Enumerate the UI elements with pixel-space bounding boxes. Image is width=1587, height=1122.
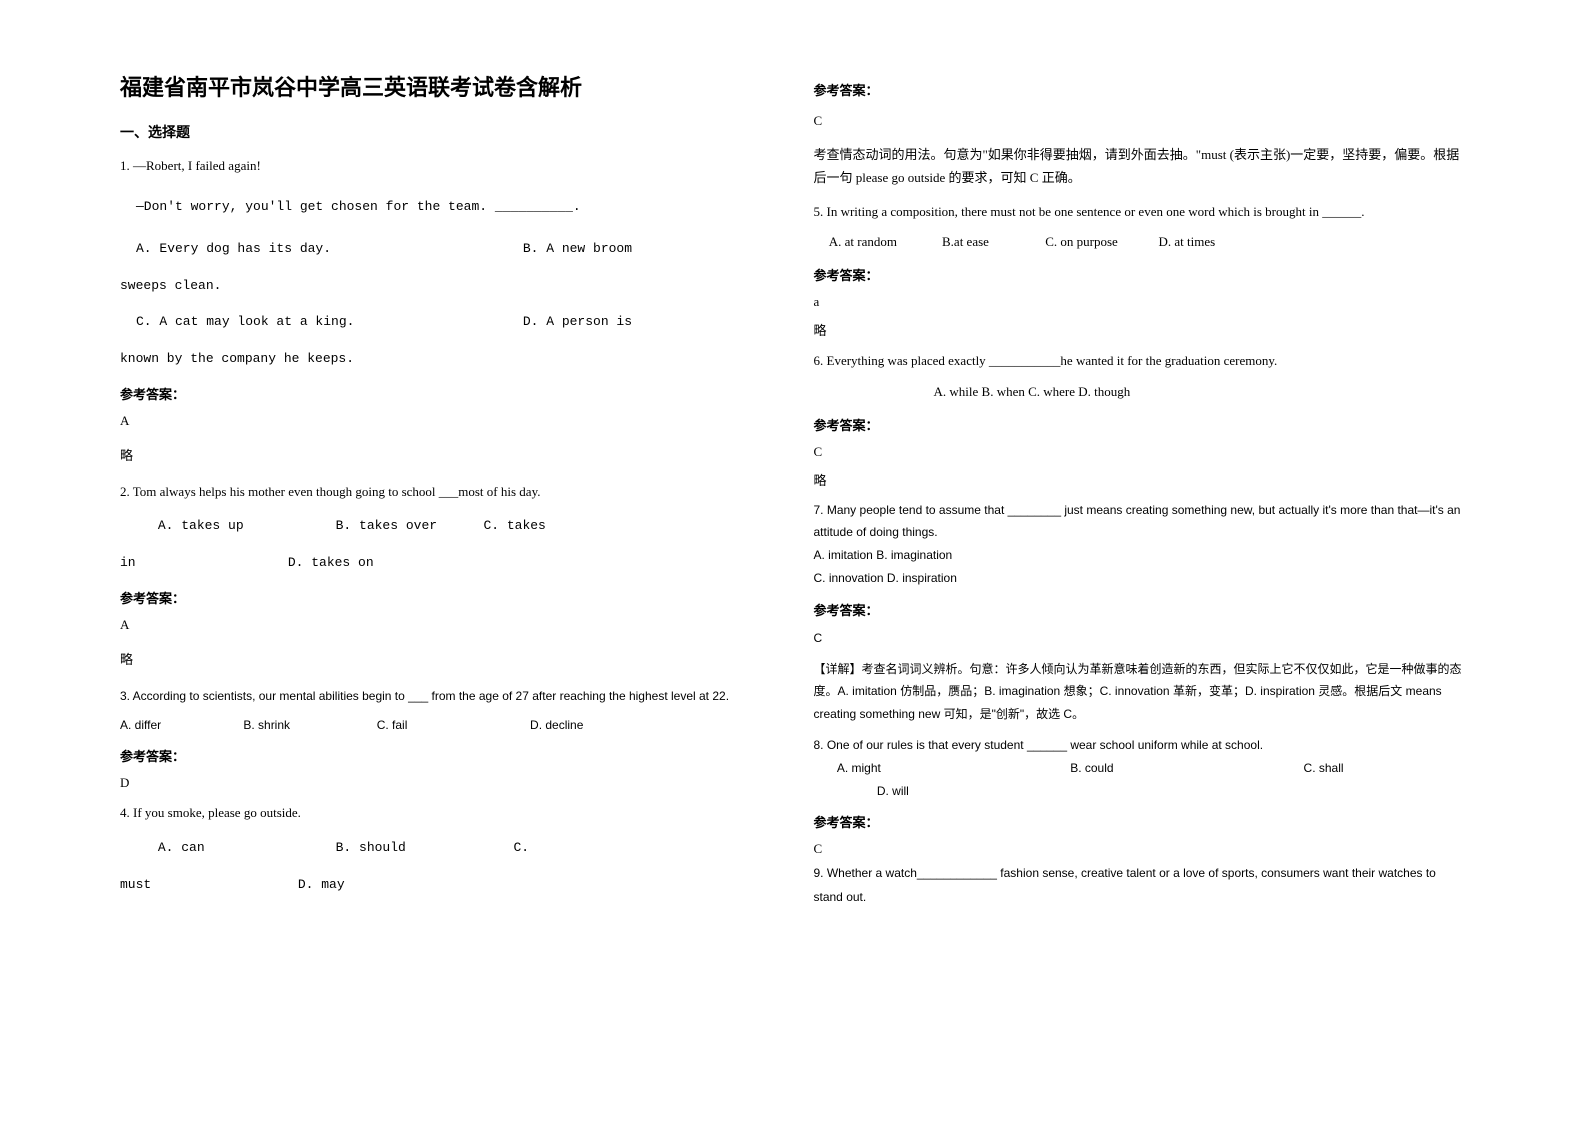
q1-opt-b2: sweeps clean. — [120, 272, 774, 301]
q2-opt-c: C. takes — [483, 518, 545, 533]
q4-options: A. can B. should C. — [120, 834, 774, 863]
q2-opt-c2: in — [120, 549, 280, 578]
section-header: 一、选择题 — [120, 122, 774, 142]
q2-answer: A — [120, 617, 774, 633]
q3-opt-d: D. decline — [530, 718, 583, 732]
q3-opt-a: A. differ — [120, 714, 240, 737]
q4-answer: C — [814, 113, 1468, 129]
q5-opt-d: D. at times — [1159, 234, 1216, 249]
q4-opt-c: C. — [513, 840, 529, 855]
q8-options: A. might B. could C. shall — [814, 757, 1468, 780]
q4-answer-label: 参考答案： — [814, 80, 1468, 99]
q9-stem: 9. Whether a watch____________ fashion s… — [814, 861, 1468, 909]
q1-opt-d2: known by the company he keeps. — [120, 345, 774, 374]
q1-options-row1: A. Every dog has its day. B. A new broom — [120, 235, 774, 264]
q4-opt-c2: must — [120, 871, 290, 900]
document-title: 福建省南平市岚谷中学高三英语联考试卷含解析 — [120, 70, 774, 102]
q8-opt-c: C. shall — [1304, 761, 1344, 775]
q4-explanation: 考查情态动词的用法。句意为"如果你非得要抽烟，请到外面去抽。"must (表示主… — [814, 143, 1468, 190]
q1-stem: 1. —Robert, I failed again! — [120, 154, 774, 179]
q7-explanation: 【详解】考查名词词义辨析。句意：许多人倾向认为革新意味着创造新的东西，但实际上它… — [814, 658, 1468, 726]
q2-options-row2: in D. takes on — [120, 549, 774, 578]
q3-stem: 3. According to scientists, our mental a… — [120, 684, 774, 708]
q7-stem: 7. Many people tend to assume that _____… — [814, 499, 1468, 545]
q3-options: A. differ B. shrink C. fail D. decline — [120, 714, 774, 737]
q7-opts-line2: C. innovation D. inspiration — [814, 567, 1468, 590]
q3-answer-label: 参考答案： — [120, 746, 774, 765]
q1-answer-label: 参考答案： — [120, 384, 774, 403]
q1-omit: 略 — [120, 445, 774, 464]
q1-opt-a: A. Every dog has its day. — [120, 235, 515, 264]
q3-answer: D — [120, 775, 774, 791]
q7-answer: C — [814, 627, 1468, 650]
q1-options-row2: C. A cat may look at a king. D. A person… — [120, 308, 774, 337]
q5-opt-c: C. on purpose — [1045, 230, 1155, 255]
q3-opt-b: B. shrink — [243, 714, 373, 737]
q8-answer: C — [814, 841, 1468, 857]
q4-stem: 4. If you smoke, please go outside. — [120, 801, 774, 826]
q3-opt-c: C. fail — [377, 714, 527, 737]
q7-answer-label: 参考答案： — [814, 600, 1468, 619]
q6-options: A. while B. when C. where D. though — [814, 380, 1468, 405]
q5-stem: 5. In writing a composition, there must … — [814, 200, 1468, 225]
q4-opt-b: B. should — [336, 834, 506, 863]
q2-omit: 略 — [120, 649, 774, 668]
q8-opt-d: D. will — [877, 784, 909, 798]
q1-opt-c: C. A cat may look at a king. — [120, 308, 515, 337]
q5-opt-a: A. at random — [829, 230, 939, 255]
q2-opt-b: B. takes over — [336, 512, 476, 541]
q6-answer-label: 参考答案： — [814, 415, 1468, 434]
q2-opt-d: D. takes on — [288, 555, 374, 570]
q2-opt-a: A. takes up — [158, 512, 328, 541]
q2-stem: 2. Tom always helps his mother even thou… — [120, 480, 774, 505]
q6-omit: 略 — [814, 470, 1468, 489]
q5-omit: 略 — [814, 320, 1468, 339]
q2-options-row1: A. takes up B. takes over C. takes — [120, 512, 774, 541]
q8-opt-d-row: D. will — [814, 780, 1468, 803]
right-column: 参考答案： C 考查情态动词的用法。句意为"如果你非得要抽烟，请到外面去抽。"m… — [794, 70, 1488, 1082]
q4-options-row2: must D. may — [120, 871, 774, 900]
q6-answer: C — [814, 444, 1468, 460]
q1-opt-d: D. A person is — [523, 314, 632, 329]
q8-answer-label: 参考答案： — [814, 812, 1468, 831]
q8-stem: 8. One of our rules is that every studen… — [814, 734, 1468, 757]
q5-opt-b: B.at ease — [942, 230, 1042, 255]
q8-opt-a: A. might — [837, 757, 1067, 780]
q5-answer-label: 参考答案： — [814, 265, 1468, 284]
q2-answer-label: 参考答案： — [120, 588, 774, 607]
q8-opt-b: B. could — [1070, 757, 1300, 780]
q4-opt-d: D. may — [298, 877, 345, 892]
q4-opt-a: A. can — [158, 834, 328, 863]
q1-opt-b: B. A new broom — [523, 241, 632, 256]
q5-answer: a — [814, 294, 1468, 310]
q1-answer: A — [120, 413, 774, 429]
q1-line2: —Don't worry, you'll get chosen for the … — [120, 193, 774, 222]
q6-stem: 6. Everything was placed exactly _______… — [814, 349, 1468, 374]
left-column: 福建省南平市岚谷中学高三英语联考试卷含解析 一、选择题 1. —Robert, … — [100, 70, 794, 1082]
q7-opts-line1: A. imitation B. imagination — [814, 544, 1468, 567]
q5-options: A. at random B.at ease C. on purpose D. … — [814, 230, 1468, 255]
